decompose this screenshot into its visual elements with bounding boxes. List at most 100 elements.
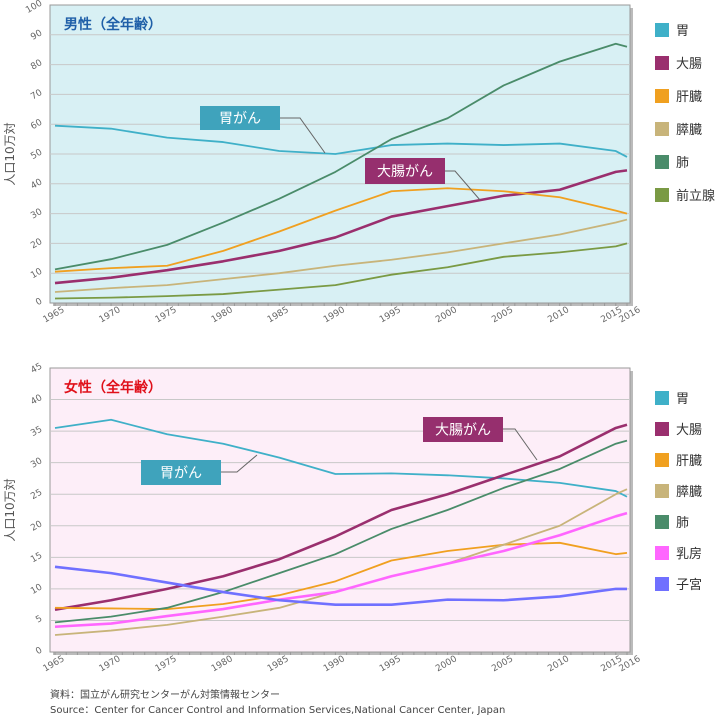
y-tick-label: 40	[29, 393, 44, 408]
x-tick-label: 2016	[618, 654, 643, 674]
series-line-肺	[54, 42, 628, 271]
x-tick-label: 1995	[378, 305, 403, 325]
y-tick-label: 80	[29, 58, 44, 73]
series-line-大腸	[54, 423, 628, 611]
y-tick-label: 0	[34, 645, 44, 657]
male-chart: 0 10 20 30 40 50 60 70 80 90 100 1965 1970 1975 1980 19…	[3, 0, 715, 325]
callout-label: 胃がん	[219, 111, 261, 127]
legend-swatch	[655, 515, 669, 529]
legend-swatch	[655, 155, 669, 169]
legend-label: 膵臓	[676, 485, 702, 500]
x-tick-label: 2000	[434, 305, 459, 325]
y-axis-label: 人口10万対	[3, 122, 17, 185]
x-tick-label: 1965	[42, 654, 67, 674]
legend-label: 前立腺	[676, 188, 715, 204]
y-tick-label: 70	[29, 88, 44, 103]
series-line-乳房	[54, 511, 628, 629]
y-tick-label: 10	[29, 267, 44, 282]
legend-swatch	[655, 122, 669, 136]
x-tick-label: 2010	[546, 305, 571, 325]
series-line-胃	[54, 418, 628, 498]
callout-box	[141, 460, 221, 485]
legend-label: 肝臓	[676, 90, 702, 105]
legend-label: 膵臓	[676, 123, 702, 138]
x-tick-label: 1985	[266, 654, 291, 674]
y-tick-label: 50	[29, 147, 44, 162]
legend-label: 肺	[676, 516, 689, 531]
y-tick-label: 20	[29, 519, 44, 534]
y-tick-label: 100	[24, 0, 44, 16]
chart-title: 男性（全年齢）	[64, 16, 162, 33]
y-tick-label: 30	[29, 207, 44, 222]
series-line-胃	[54, 124, 628, 158]
legend-swatch	[655, 56, 669, 70]
y-tick-label: 35	[29, 425, 44, 439]
callout-label: 大腸がん	[435, 423, 491, 439]
y-tick-label: 90	[29, 28, 44, 43]
x-tick-label: 2005	[490, 654, 515, 674]
legend-swatch	[655, 89, 669, 103]
legend-label: 肺	[676, 156, 689, 171]
x-tick-label: 1990	[322, 305, 347, 325]
x-tick-label: 1975	[154, 654, 179, 674]
series-line-子宮	[54, 565, 627, 606]
legend-label: 大腸	[676, 57, 702, 72]
legend-swatch	[655, 188, 669, 202]
x-tick-label: 2010	[546, 654, 571, 674]
x-tick-label: 1985	[266, 305, 291, 325]
x-tick-label: 1970	[98, 305, 123, 325]
x-tick-label: 2000	[434, 654, 459, 674]
x-tick-label: 2016	[618, 305, 643, 325]
legend-label: 乳房	[676, 546, 702, 562]
y-tick-label: 0	[34, 296, 44, 308]
x-tick-label: 1995	[378, 654, 403, 674]
legend-label: 子宮	[676, 577, 702, 593]
series-line-膵臓	[54, 218, 628, 293]
source-en: Source：Center for Cancer Control and Inf…	[50, 705, 506, 716]
legend-swatch	[655, 422, 669, 436]
callout-box	[423, 417, 503, 442]
chart-title: 女性（全年齢）	[64, 379, 162, 396]
callout-leader	[221, 454, 258, 473]
series-line-前立腺	[54, 242, 628, 300]
callout-leader	[503, 428, 538, 461]
y-tick-label: 30	[29, 456, 44, 471]
legend-swatch	[655, 453, 669, 467]
y-tick-label: 60	[29, 118, 44, 133]
legend-swatch	[655, 577, 669, 591]
x-tick-label: 1970	[98, 654, 123, 674]
y-tick-label: 45	[29, 362, 44, 376]
y-tick-label: 20	[29, 237, 44, 252]
y-tick-label: 40	[29, 177, 44, 192]
callout-label: 胃がん	[160, 466, 202, 482]
callout-box	[200, 106, 280, 130]
y-tick-label: 5	[34, 614, 44, 626]
series-line-大腸	[54, 169, 628, 285]
legend-swatch	[655, 391, 669, 405]
legend-swatch	[655, 23, 669, 37]
legend-label: 大腸	[676, 423, 702, 438]
y-tick-label: 25	[29, 488, 44, 502]
y-tick-label: 10	[29, 582, 44, 597]
legend-swatch	[655, 484, 669, 498]
series-line-肺	[54, 439, 628, 624]
legend-swatch	[655, 546, 669, 560]
x-tick-label: 2005	[490, 305, 515, 325]
female-chart: 0 5 10 15 20 25 30 35 40 45 1965 1970 1975 1980 1985 19…	[3, 362, 702, 675]
legend-label: 肝臓	[676, 454, 702, 469]
callout-leader	[445, 170, 481, 201]
callout-label: 大腸がん	[377, 164, 433, 180]
x-tick-label: 1990	[322, 654, 347, 674]
y-tick-label: 15	[29, 551, 44, 565]
x-tick-label: 1980	[210, 654, 235, 674]
legend-label: 胃	[676, 392, 689, 407]
series-line-肝臓	[54, 187, 628, 273]
y-axis-label: 人口10万対	[3, 478, 17, 541]
source-ja: 資料：国立がん研究センターがん対策情報センター	[50, 690, 280, 701]
legend-label: 胃	[676, 24, 689, 39]
x-tick-label: 1975	[154, 305, 179, 325]
callout-box	[365, 158, 445, 184]
x-tick-label: 1980	[210, 305, 235, 325]
callout-leader	[280, 117, 326, 154]
